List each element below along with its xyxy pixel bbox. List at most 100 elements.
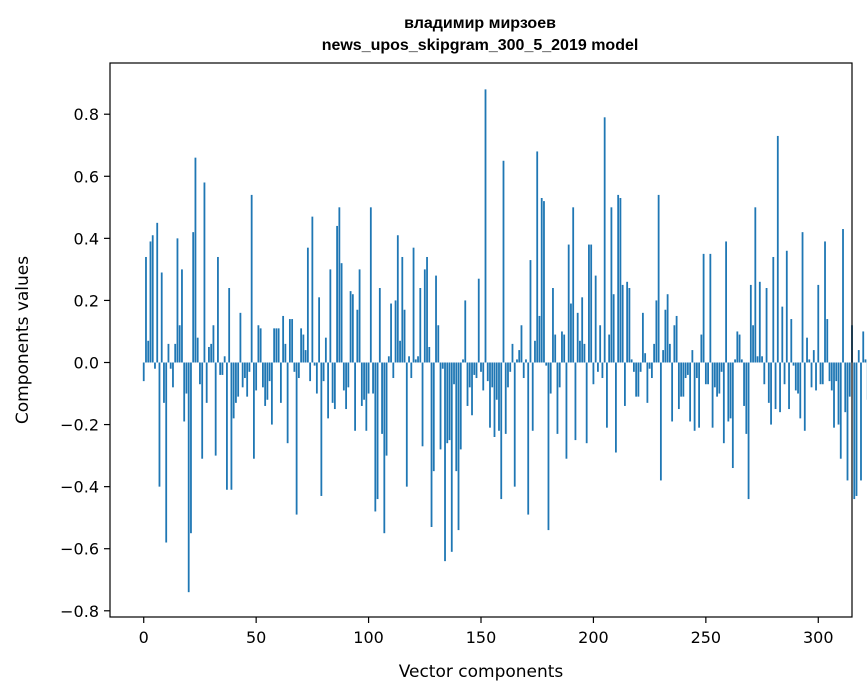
bar-289: [792, 362, 795, 366]
bar-266: [740, 359, 743, 363]
bar-205: [603, 117, 606, 363]
bar-189: [567, 244, 570, 363]
bar-136: [448, 362, 451, 441]
bar-177: [540, 198, 543, 363]
x-axis-label: Vector components: [399, 662, 564, 682]
bar-89: [342, 362, 345, 391]
bar-218: [633, 362, 635, 372]
bar-138: [453, 362, 455, 385]
bar-277: [765, 288, 768, 363]
bar-185: [558, 362, 561, 388]
bar-62: [282, 315, 285, 363]
bar-11: [167, 343, 170, 363]
y-axis-ticks: −0.8 −0.6 −0.4 −0.2 0.0 0.2 0.4 0.6 0.8: [60, 105, 110, 621]
bar-202: [597, 362, 599, 372]
bar-59: [275, 328, 278, 363]
bar-126: [426, 256, 428, 363]
plot-frame: [109, 62, 853, 618]
bar-181: [549, 362, 552, 394]
x-tick-label: 250: [691, 628, 722, 647]
bar-69: [297, 362, 300, 379]
x-tick-label: 300: [803, 628, 834, 647]
bar-187: [563, 334, 566, 363]
bar-0: [142, 362, 145, 382]
chart-title: владимир мирзоев: [404, 15, 556, 32]
y-tick-label: −0.6: [60, 540, 99, 559]
bar-279: [770, 362, 772, 425]
bar-18: [183, 362, 186, 422]
bar-300: [817, 284, 820, 363]
bar-134: [444, 362, 446, 562]
bar-249: [702, 253, 705, 363]
bar-40: [232, 362, 235, 419]
bar-281: [774, 362, 777, 410]
bar-74: [309, 362, 312, 382]
bar-264: [736, 331, 739, 363]
bar-186: [561, 331, 563, 363]
bar-247: [698, 362, 700, 428]
bar-174: [534, 340, 536, 363]
bar-58: [273, 328, 276, 363]
bar-51: [257, 325, 260, 363]
bar-290: [794, 362, 797, 391]
bar-99: [365, 362, 368, 431]
bar-308: [835, 362, 838, 382]
bar-288: [790, 319, 793, 363]
bar-108: [385, 362, 388, 456]
bar-76: [313, 362, 316, 366]
bar-133: [441, 362, 444, 369]
bar-147: [473, 362, 476, 375]
bar-254: [713, 362, 716, 388]
bar-150: [480, 362, 482, 372]
bar-221: [639, 362, 642, 372]
bar-19: [185, 362, 188, 394]
bar-203: [599, 325, 602, 363]
bar-36: [223, 356, 226, 363]
bar-175: [536, 151, 539, 363]
bar-71: [302, 334, 305, 363]
bar-263: [734, 359, 736, 363]
bar-242: [686, 362, 689, 375]
bar-60: [277, 328, 280, 363]
bar-53: [262, 362, 264, 388]
bar-132: [439, 362, 442, 450]
bar-65: [288, 319, 291, 363]
bar-75: [311, 216, 314, 363]
bar-91: [347, 362, 350, 388]
bar-35: [221, 362, 224, 375]
bar-257: [720, 362, 723, 372]
bar-166: [516, 359, 518, 363]
bar-159: [500, 362, 503, 500]
bar-64: [286, 362, 289, 444]
bar-56: [268, 362, 271, 382]
bar-259: [725, 241, 727, 363]
bar-61: [279, 362, 282, 403]
bar-55: [266, 362, 269, 400]
bar-25: [199, 362, 201, 385]
bar-248: [700, 334, 703, 363]
bar-44: [241, 362, 244, 388]
bar-66: [291, 319, 294, 363]
chart-subtitle: news_upos_skipgram_300_5_2019 model: [322, 37, 639, 54]
bar-220: [637, 362, 640, 397]
bar-94: [354, 362, 356, 431]
bar-253: [711, 362, 714, 428]
bar-276: [763, 362, 766, 385]
bar-204: [601, 362, 604, 379]
bar-47: [248, 362, 251, 372]
y-tick-label: 0.2: [74, 291, 99, 310]
bar-90: [345, 362, 347, 410]
bar-135: [446, 362, 449, 444]
bar-151: [482, 362, 485, 391]
y-axis-label: Components values: [13, 256, 33, 424]
bar-280: [772, 256, 775, 363]
bar-28: [205, 362, 208, 403]
bar-240: [682, 362, 685, 397]
bar-16: [178, 325, 181, 363]
bar-258: [722, 362, 725, 444]
bar-228: [655, 300, 658, 363]
bar-261: [729, 362, 732, 419]
bar-286: [785, 250, 788, 363]
bar-153: [486, 362, 489, 382]
bar-225: [648, 362, 651, 369]
